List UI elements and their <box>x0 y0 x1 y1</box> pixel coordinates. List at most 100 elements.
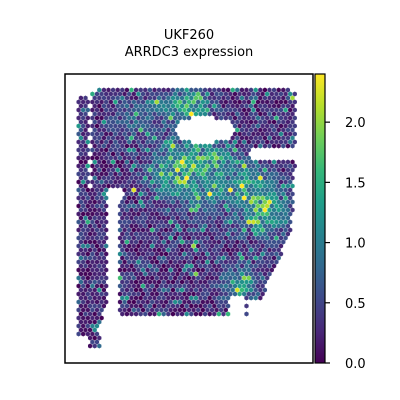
expression-spot <box>120 135 125 141</box>
expression-spot <box>78 255 84 261</box>
expression-spot <box>269 195 274 201</box>
expression-spot <box>131 307 136 313</box>
expression-spot <box>104 235 109 241</box>
expression-spot <box>230 95 235 101</box>
expression-spot <box>120 311 125 317</box>
expression-spot <box>129 311 134 317</box>
expression-spot <box>202 159 208 165</box>
expression-spot <box>120 183 125 189</box>
expression-spot <box>258 287 263 293</box>
expression-spot <box>253 199 258 205</box>
expression-spot <box>115 103 120 109</box>
expression-spot <box>290 183 295 189</box>
expression-spot <box>78 207 84 213</box>
expression-spot <box>113 99 118 105</box>
expression-spot <box>239 183 245 189</box>
expression-spot <box>191 171 196 177</box>
expression-spot <box>246 219 251 225</box>
expression-spot <box>127 147 132 153</box>
expression-spot <box>274 163 279 169</box>
expression-spot <box>239 111 245 117</box>
expression-spot <box>83 159 88 165</box>
expression-spot <box>92 191 97 197</box>
expression-spot <box>285 215 291 221</box>
expression-spot <box>83 255 88 261</box>
expression-spot <box>166 127 171 133</box>
expression-spot <box>244 199 249 205</box>
expression-spot <box>214 107 219 113</box>
expression-spot <box>152 103 157 109</box>
expression-spot <box>152 279 157 285</box>
expression-spot <box>276 199 281 205</box>
expression-spot <box>244 127 249 133</box>
expression-spot <box>255 235 261 241</box>
expression-spot <box>122 211 127 217</box>
expression-spot <box>198 311 203 317</box>
expression-spot <box>92 143 97 149</box>
expression-spot <box>223 307 228 313</box>
expression-spot <box>244 135 249 141</box>
expression-spot <box>225 143 231 149</box>
expression-spot <box>221 111 226 117</box>
expression-spot <box>159 171 164 177</box>
expression-spot <box>281 223 286 229</box>
expression-spot <box>152 183 157 189</box>
expression-spot <box>212 199 217 205</box>
expression-spot <box>182 307 187 313</box>
expression-spot <box>265 235 270 241</box>
expression-spot <box>161 263 166 269</box>
expression-spot <box>283 139 288 145</box>
expression-spot <box>232 283 238 289</box>
expression-spot <box>122 139 127 145</box>
expression-spot <box>244 311 249 317</box>
expression-spot <box>113 115 118 121</box>
expression-spot <box>244 111 249 117</box>
expression-spot <box>117 243 123 249</box>
expression-spot <box>253 183 258 189</box>
expression-spot <box>232 139 238 145</box>
expression-spot <box>83 175 88 181</box>
expression-spot <box>85 227 90 233</box>
expression-spot <box>214 219 219 225</box>
expression-spot <box>223 203 228 209</box>
expression-spot <box>85 211 90 217</box>
expression-spot <box>154 299 159 305</box>
expression-spot <box>186 91 192 97</box>
expression-spot <box>156 183 162 189</box>
expression-spot <box>147 255 153 261</box>
expression-spot <box>85 115 90 121</box>
expression-spot <box>81 291 86 297</box>
expression-spot <box>281 167 286 173</box>
expression-spot <box>133 279 139 285</box>
expression-spot <box>244 303 249 309</box>
expression-spot <box>101 87 107 93</box>
expression-spot <box>207 103 212 109</box>
expression-spot <box>143 191 148 197</box>
expression-spot <box>131 163 136 169</box>
expression-spot <box>99 251 104 257</box>
expression-spot <box>87 199 93 205</box>
expression-spot <box>237 179 242 185</box>
expression-spot <box>101 127 107 133</box>
expression-spot <box>235 247 240 253</box>
expression-spot <box>92 103 97 109</box>
expression-spot <box>225 151 231 157</box>
expression-spot <box>179 263 185 269</box>
expression-spot <box>179 295 185 301</box>
expression-spot <box>242 179 247 185</box>
expression-spot <box>133 271 139 277</box>
expression-spot <box>133 223 139 229</box>
expression-spot <box>237 211 242 217</box>
expression-spot <box>232 251 238 257</box>
expression-spot <box>159 91 164 97</box>
expression-spot <box>235 239 240 245</box>
expression-spot <box>117 291 123 297</box>
expression-spot <box>242 91 247 97</box>
expression-spot <box>288 91 293 97</box>
expression-spot <box>267 247 272 253</box>
expression-spot <box>207 311 212 317</box>
expression-spot <box>285 127 291 133</box>
expression-spot <box>258 95 263 101</box>
expression-spot <box>175 191 180 197</box>
expression-spot <box>288 123 293 129</box>
